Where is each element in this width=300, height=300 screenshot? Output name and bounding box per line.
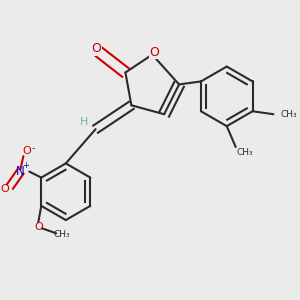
Text: O: O bbox=[34, 222, 43, 232]
Text: N: N bbox=[16, 165, 25, 178]
Text: CH₃: CH₃ bbox=[280, 110, 297, 119]
Text: O: O bbox=[91, 42, 101, 55]
Text: CH₃: CH₃ bbox=[54, 230, 70, 239]
Text: H: H bbox=[80, 117, 88, 127]
Text: O: O bbox=[150, 46, 160, 59]
Text: +: + bbox=[22, 160, 29, 169]
Text: CH₃: CH₃ bbox=[236, 148, 253, 158]
Text: O: O bbox=[22, 146, 31, 156]
Text: -: - bbox=[32, 143, 35, 153]
Text: O: O bbox=[0, 184, 9, 194]
